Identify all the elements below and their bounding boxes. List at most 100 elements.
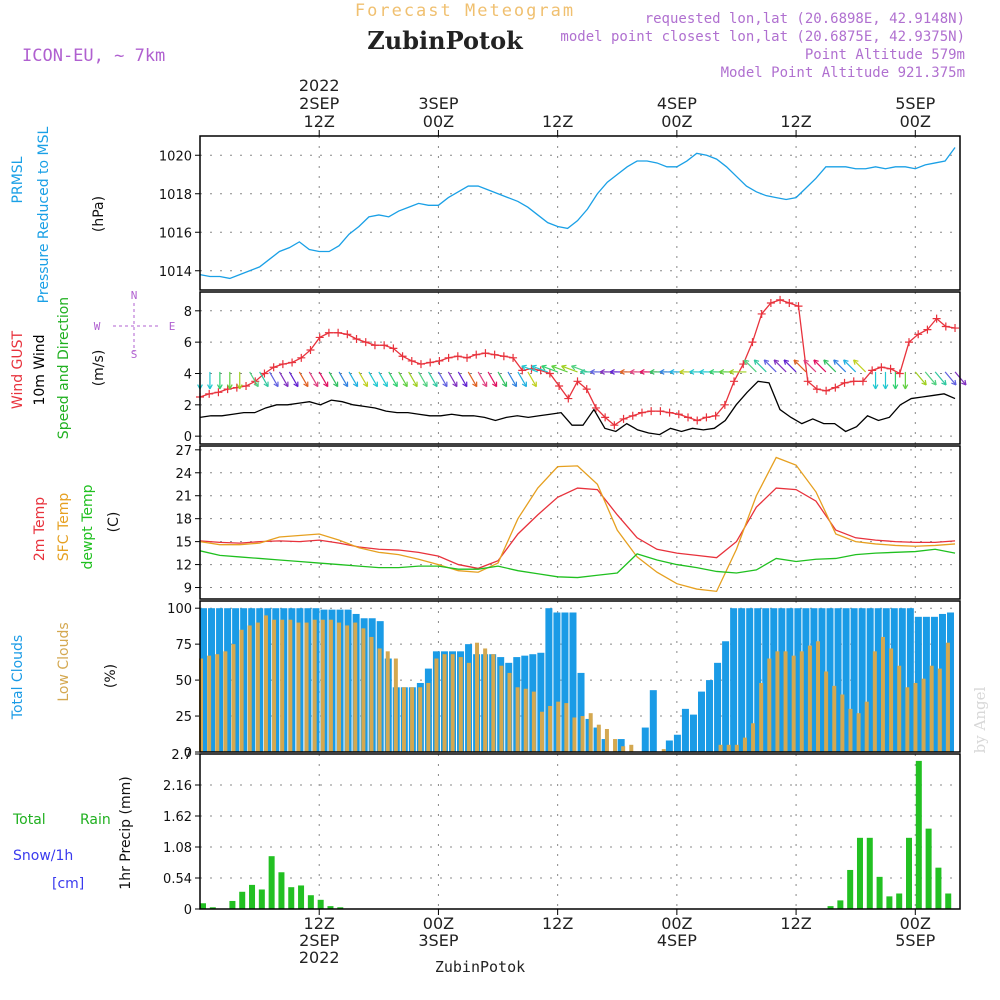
clouds-panel: 0 25 50 75 100 xyxy=(167,600,961,761)
low-clouds-bar xyxy=(328,619,333,752)
total-clouds-bar xyxy=(673,734,681,752)
gust-point xyxy=(858,377,867,386)
low-clouds-bar xyxy=(515,687,520,752)
wind-arrow xyxy=(398,371,408,387)
wind-gust-label: Wind GUST xyxy=(10,330,26,409)
clouds-ytick-label: 100 xyxy=(167,602,192,617)
compass-north: N xyxy=(131,289,138,302)
wind-arrowhead xyxy=(521,381,528,388)
gust-point xyxy=(334,328,343,337)
gust-point xyxy=(840,378,849,387)
top-time-label: 00Z xyxy=(900,112,931,131)
low-clouds-bar xyxy=(872,651,877,752)
rain-bar xyxy=(307,895,314,909)
wind-10m-label: 10m Wind xyxy=(32,334,48,405)
gust-point xyxy=(711,411,720,420)
bottom-time-label: 5SEP xyxy=(895,931,935,950)
rain-bar xyxy=(866,837,873,909)
wind-arrow xyxy=(487,371,498,387)
total-clouds-bar xyxy=(762,608,770,752)
low-clouds-bar xyxy=(312,619,317,752)
total-clouds-bar xyxy=(866,608,874,752)
top-time-label: 2SEP xyxy=(299,94,339,113)
gust-point xyxy=(619,414,628,423)
low-clouds-bar xyxy=(629,744,634,752)
low-clouds-bar xyxy=(345,625,350,752)
gust-point xyxy=(426,358,435,367)
wind-arrow xyxy=(561,365,578,373)
bottom-time-label: 00Z xyxy=(900,914,931,933)
wind-arrowhead xyxy=(273,381,279,388)
low-clouds-bar xyxy=(556,701,561,752)
wind-arrowhead xyxy=(492,381,498,388)
wind-arrowhead xyxy=(521,364,527,371)
low-clouds-bar xyxy=(726,744,731,752)
low-clouds-bar xyxy=(466,662,471,752)
total-clouds-bar xyxy=(858,608,866,752)
pressure-ytick-label: 1018 xyxy=(159,188,192,203)
wind-arrow xyxy=(457,371,468,387)
total-clouds-bar xyxy=(914,616,922,752)
precip-frame xyxy=(199,753,961,910)
total-clouds-bar xyxy=(722,641,730,752)
precip-ytick-label: 0 xyxy=(184,903,192,918)
low-clouds-bar xyxy=(426,682,431,752)
low-clouds-bar xyxy=(361,628,366,752)
precip-ytick-label: 2.7 xyxy=(171,748,192,763)
rain-bar xyxy=(298,885,305,909)
total-clouds-bar xyxy=(641,727,649,752)
gust-point xyxy=(637,408,646,417)
gust-point xyxy=(509,353,518,362)
wind-arrowhead xyxy=(352,381,359,388)
rain-bar xyxy=(229,900,236,909)
wind-arrowhead xyxy=(783,359,790,365)
low-clouds-bar xyxy=(263,615,268,752)
total-clouds-bar xyxy=(208,608,216,752)
gust-point xyxy=(914,330,923,339)
low-clouds-bar xyxy=(897,665,902,752)
total-clouds-bar xyxy=(545,608,553,752)
wind-arrowhead xyxy=(207,384,213,390)
gust-point xyxy=(877,363,886,372)
total-clouds-bar xyxy=(906,608,914,752)
low-clouds-bar xyxy=(507,672,512,752)
pressure-ytick-label: 1020 xyxy=(159,149,192,164)
clouds-frame xyxy=(199,600,961,753)
low-clouds-bar xyxy=(450,654,455,752)
gust-point xyxy=(214,388,223,397)
low-clouds-bar xyxy=(288,619,293,752)
low-clouds-bar xyxy=(337,622,342,752)
wind-arrowhead xyxy=(872,384,879,390)
wind-arrowhead xyxy=(599,368,605,375)
wind-arrowhead xyxy=(931,379,937,386)
compass-cross xyxy=(113,303,158,352)
low-clouds-bar xyxy=(880,636,885,752)
low-clouds-bar xyxy=(775,651,780,752)
gust-point xyxy=(730,377,739,386)
top-time-label: 12Z xyxy=(780,112,811,131)
low-clouds-bar xyxy=(369,636,374,752)
wind-arrow xyxy=(914,371,927,386)
rain-bar xyxy=(317,899,324,909)
gust-point xyxy=(785,298,794,307)
wind-arrow xyxy=(541,365,558,373)
low-clouds-bar xyxy=(418,687,423,752)
gust-point xyxy=(776,295,785,304)
wind-arrowhead xyxy=(551,364,557,371)
total-clouds-bar xyxy=(786,608,794,752)
wind-arrow xyxy=(328,371,339,387)
gust-point xyxy=(361,338,370,347)
wind-arrowhead xyxy=(412,381,418,388)
total-clouds-bar xyxy=(947,612,955,752)
wind-arrow xyxy=(259,371,269,387)
low-clouds-bar xyxy=(491,654,496,752)
low-clouds-bar xyxy=(401,687,406,752)
wind-arrow xyxy=(408,371,418,387)
total-clouds-bar xyxy=(898,608,906,752)
top-time-label: 12Z xyxy=(542,112,573,131)
watermark: by Angel xyxy=(971,686,989,753)
pressure-panel: 1014 1016 1018 1020 xyxy=(159,135,961,291)
wind-arrow xyxy=(803,359,817,373)
rain-bar xyxy=(209,907,216,909)
low-clouds-bar xyxy=(751,723,756,752)
